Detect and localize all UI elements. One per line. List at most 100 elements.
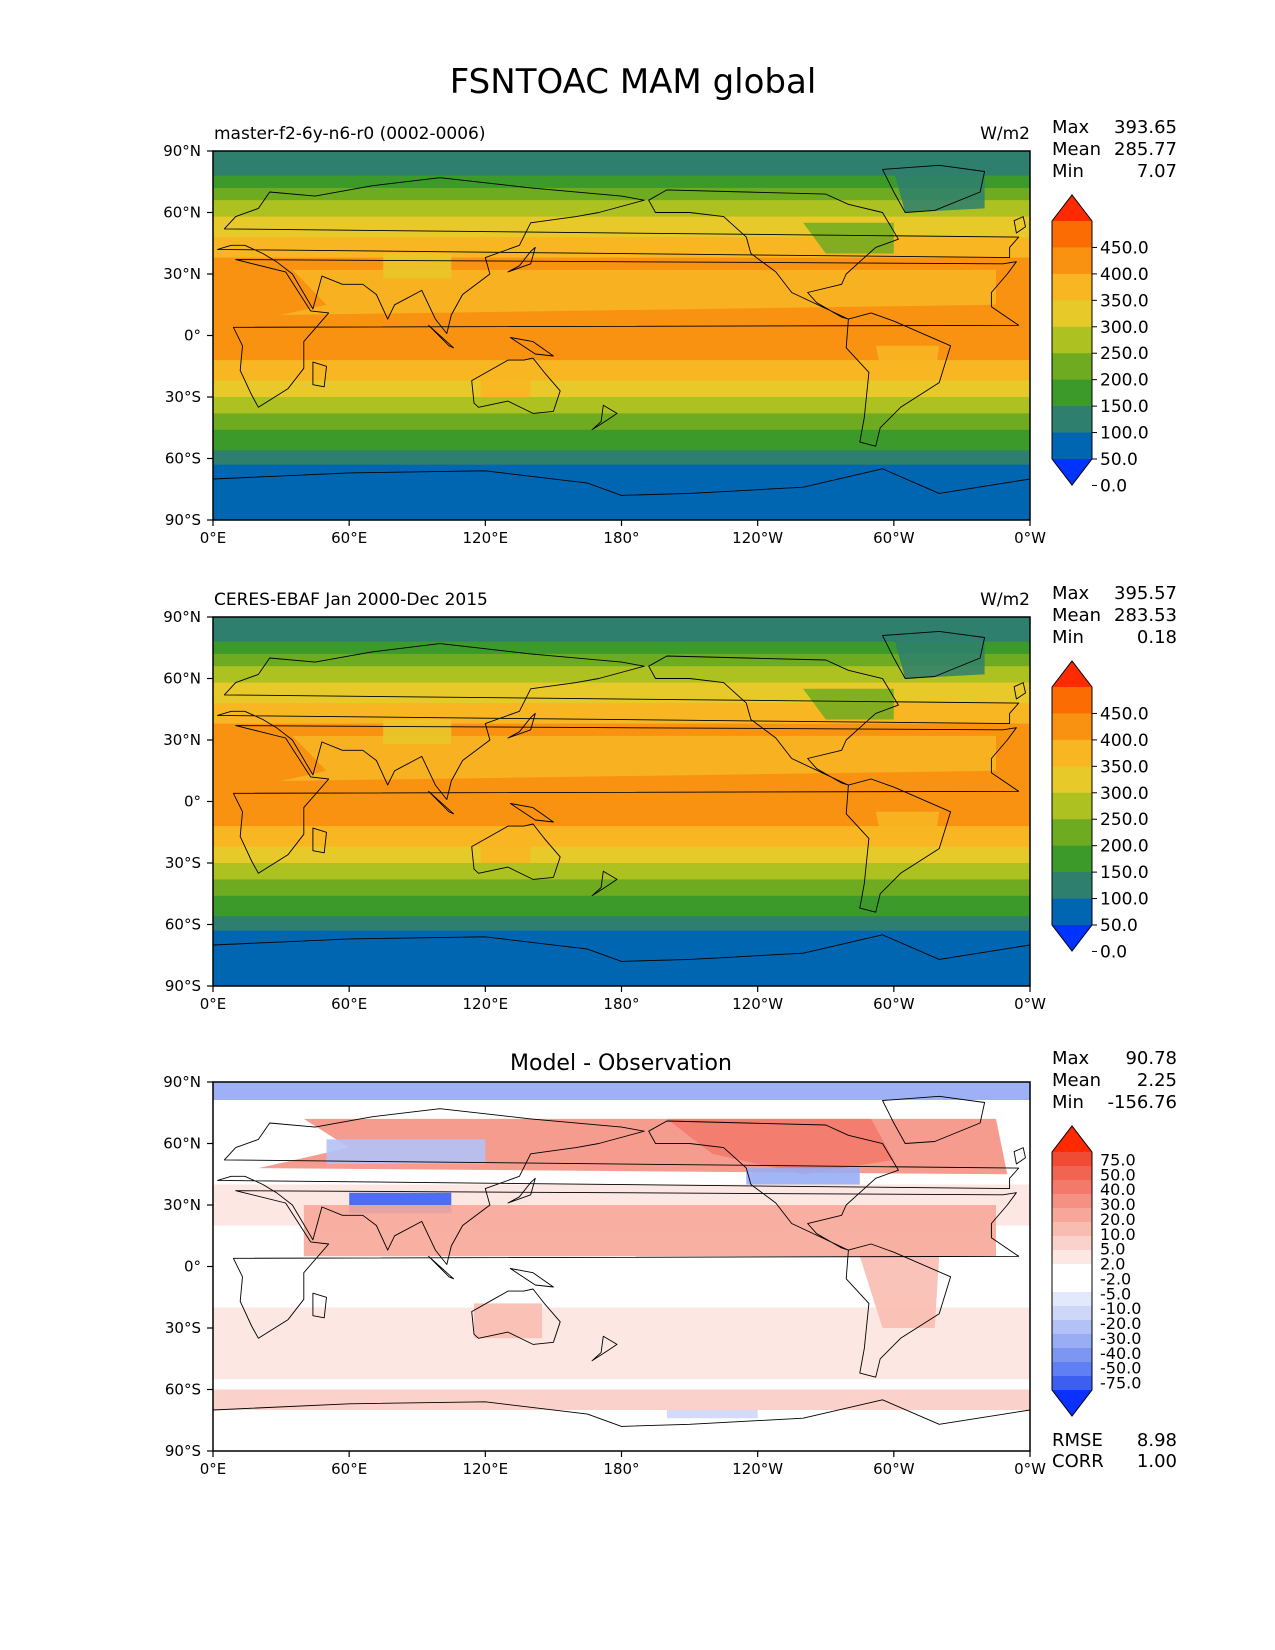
colorbar-swatch bbox=[1052, 1222, 1092, 1237]
colorbar-tick-label: 450.0 bbox=[1100, 704, 1149, 724]
colorbar-tick-label: 250.0 bbox=[1100, 810, 1149, 830]
colorbar-tick-label: 350.0 bbox=[1100, 757, 1149, 777]
coastline bbox=[845, 778, 952, 913]
colorbar-swatch bbox=[1052, 247, 1092, 275]
coastline bbox=[507, 712, 536, 739]
colorbar-tick-label: 100.0 bbox=[1100, 890, 1149, 910]
coastline bbox=[232, 259, 1020, 408]
lon-tick-label: 180° bbox=[603, 1460, 639, 1478]
colorbar-outline bbox=[1051, 1125, 1093, 1417]
colorbar-swatch bbox=[1052, 432, 1092, 460]
coastline bbox=[217, 643, 1020, 800]
coastline bbox=[648, 189, 899, 320]
diff-patch bbox=[303, 1205, 996, 1257]
diff-corr-label: CORR bbox=[1052, 1451, 1104, 1472]
colorbar-swatch bbox=[1052, 687, 1092, 714]
lon-tick-label: 120°E bbox=[463, 1460, 509, 1478]
lon-tick-label: 0°E bbox=[200, 1460, 227, 1478]
colorbar-swatch bbox=[1052, 1292, 1092, 1307]
land-patch bbox=[281, 735, 997, 781]
coastline bbox=[509, 1268, 554, 1288]
colorbar-tick-label: -2.0 bbox=[1100, 1269, 1131, 1288]
diff-max-value: 90.78 bbox=[1125, 1048, 1177, 1069]
test-min-label: Min bbox=[1052, 161, 1084, 182]
zonal-band bbox=[213, 397, 1030, 414]
zonal-band bbox=[213, 429, 1030, 451]
colorbar-swatch bbox=[1052, 1264, 1092, 1279]
colorbar-swatch bbox=[1052, 353, 1092, 381]
diff-min-value: -156.76 bbox=[1108, 1092, 1177, 1113]
colorbar-tick-label: 400.0 bbox=[1100, 731, 1149, 751]
colorbar-tick-label: 150.0 bbox=[1100, 863, 1149, 883]
lat-tick-label: 60°N bbox=[163, 1135, 201, 1153]
land-patch bbox=[480, 372, 531, 397]
lat-tick-label: 0° bbox=[184, 1258, 201, 1276]
coastline bbox=[509, 337, 554, 357]
coastline bbox=[471, 1288, 561, 1345]
coastline bbox=[882, 1095, 986, 1144]
panel-ref: CERES-EBAF Jan 2000-Dec 2015 W/m2 0°E 60°… bbox=[163, 583, 1177, 1013]
lat-tick-label: 90°N bbox=[163, 1073, 201, 1091]
colorbar-swatch bbox=[1052, 1376, 1092, 1391]
diff-min-label: Min bbox=[1052, 1092, 1084, 1113]
colorbar-tick-label: 50.0 bbox=[1100, 916, 1138, 936]
zonal-band bbox=[213, 703, 1030, 725]
lat-tick-label: 90°S bbox=[165, 977, 201, 995]
coastline bbox=[217, 177, 1020, 334]
lon-tick-label: 0°E bbox=[200, 995, 227, 1013]
coastline bbox=[428, 324, 455, 349]
test-max-label: Max bbox=[1052, 117, 1090, 138]
zonal-band bbox=[213, 237, 1030, 259]
diff-patch bbox=[859, 1256, 940, 1328]
ref-mean-label: Mean bbox=[1052, 605, 1101, 626]
land-patch bbox=[803, 688, 894, 720]
coastline bbox=[1013, 1147, 1026, 1165]
coastline bbox=[882, 164, 986, 213]
colorbar-tick-label: 30.0 bbox=[1100, 1195, 1136, 1214]
coastline bbox=[428, 790, 455, 815]
zonal-band bbox=[213, 187, 1030, 201]
zonal-band bbox=[213, 464, 1030, 520]
test-mean-label: Mean bbox=[1052, 139, 1101, 160]
test-mean-value: 285.77 bbox=[1114, 139, 1177, 160]
panel-test: master-f2-6y-n6-r0 (0002-0006) W/m2 0°E 6… bbox=[163, 117, 1177, 547]
lat-tick-label: 30°S bbox=[165, 1319, 201, 1337]
land-patch bbox=[803, 222, 894, 254]
zonal-band bbox=[213, 863, 1030, 880]
colorbar-swatch bbox=[1052, 326, 1092, 354]
ref-stats: Max 395.57 Mean 283.53 Min 0.18 bbox=[1052, 583, 1177, 648]
lat-tick-label: 60°S bbox=[165, 916, 201, 934]
diff-patch bbox=[474, 1303, 543, 1339]
colorbar-swatch bbox=[1052, 1320, 1092, 1335]
coastline bbox=[213, 934, 1030, 986]
colorbar-swatch bbox=[1052, 273, 1092, 301]
diff-metrics: RMSE 8.98 CORR 1.00 bbox=[1052, 1430, 1177, 1472]
colorbar-tick-label: 200.0 bbox=[1100, 837, 1149, 857]
zonal-band bbox=[213, 413, 1030, 431]
coastline bbox=[312, 827, 327, 854]
lon-tick-label: 120°E bbox=[463, 995, 509, 1013]
test-min-value: 7.07 bbox=[1137, 161, 1177, 182]
ref-max-label: Max bbox=[1052, 583, 1090, 604]
zonal-band bbox=[213, 360, 1030, 382]
diff-map-axes: 0°E 60°E 120°E 180° 120°W 60°W 0°W 90°N 60°N 30°N… bbox=[163, 1073, 1046, 1478]
ref-land-overlay bbox=[213, 630, 1030, 986]
colorbar-tick-label: 0.0 bbox=[1100, 476, 1127, 496]
colorbar-tick-label: 300.0 bbox=[1100, 318, 1149, 338]
lon-tick-label: 120°E bbox=[463, 529, 509, 547]
colorbar-swatch bbox=[1052, 1166, 1092, 1181]
diff-patch bbox=[666, 1118, 894, 1175]
colorbar-tick-label: 10.0 bbox=[1100, 1225, 1136, 1244]
ref-map-axes: 0°E 60°E 120°E 180° 120°W 60°W 0°W 90°N 60°N 30°N… bbox=[163, 608, 1046, 1013]
diff-max-label: Max bbox=[1052, 1048, 1090, 1069]
colorbar-swatch bbox=[1052, 739, 1092, 767]
lon-tick-label: 180° bbox=[603, 995, 639, 1013]
colorbar-tick-label: 100.0 bbox=[1100, 424, 1149, 444]
coastline bbox=[507, 1177, 536, 1204]
colorbar-swatch bbox=[1052, 379, 1092, 407]
lat-tick-label: 30°S bbox=[165, 854, 201, 872]
coastline bbox=[213, 468, 1030, 520]
panel-ref-name: CERES-EBAF Jan 2000-Dec 2015 bbox=[214, 590, 488, 610]
panel-ref-units: W/m2 bbox=[980, 590, 1030, 610]
colorbar-tick-label: 50.0 bbox=[1100, 1165, 1136, 1184]
